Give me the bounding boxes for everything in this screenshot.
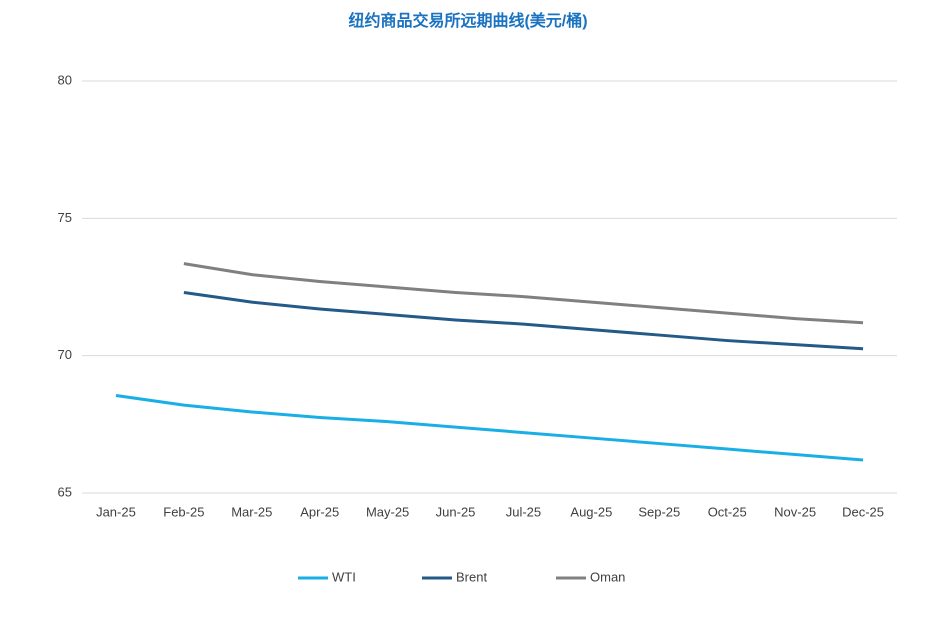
line-series	[183, 291, 864, 351]
x-tick-label: Jun-25	[436, 504, 476, 519]
line-series	[115, 394, 864, 462]
x-tick-label: Mar-25	[231, 504, 272, 519]
y-tick-label: 70	[58, 347, 72, 362]
y-tick-label: 80	[58, 72, 72, 87]
x-tick-label: Sep-25	[638, 504, 680, 519]
x-tick-label: Oct-25	[708, 504, 747, 519]
y-tick-label: 65	[58, 484, 72, 499]
x-tick-label: Apr-25	[300, 504, 339, 519]
y-tick-label: 75	[58, 210, 72, 225]
legend-label: Brent	[456, 569, 487, 584]
x-tick-label: Nov-25	[774, 504, 816, 519]
x-tick-label: Aug-25	[570, 504, 612, 519]
x-tick-label: Jul-25	[506, 504, 541, 519]
legend-label: WTI	[332, 569, 356, 584]
x-tick-label: Dec-25	[842, 504, 884, 519]
x-tick-label: May-25	[366, 504, 409, 519]
legend-label: Oman	[590, 569, 625, 584]
chart-title: 纽约商品交易所远期曲线(美元/桶)	[348, 11, 587, 30]
line-series	[183, 262, 864, 325]
x-tick-label: Jan-25	[96, 504, 136, 519]
x-tick-label: Feb-25	[163, 504, 204, 519]
